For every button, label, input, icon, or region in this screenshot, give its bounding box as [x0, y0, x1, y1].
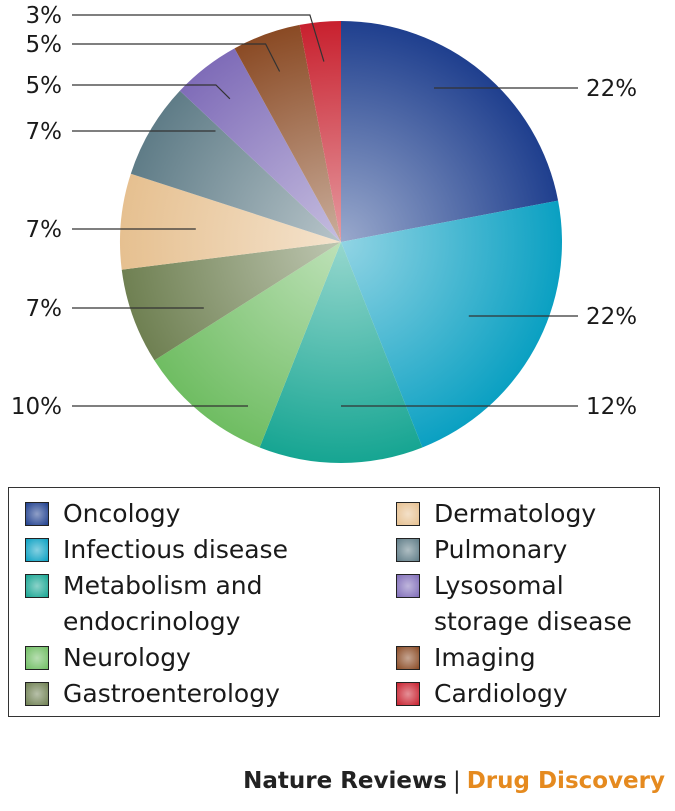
legend-item-metabolism: Metabolism and endocrinology [23, 568, 383, 640]
legend-swatch-imaging [396, 646, 420, 670]
legend-label-gastroenterology: Gastroenterology [63, 679, 280, 708]
legend-swatch-oncology [25, 502, 49, 526]
legend-label-dermatology: Dermatology [434, 499, 597, 528]
legend-label-imaging: Imaging [434, 643, 536, 672]
legend-swatch-dermatology [396, 502, 420, 526]
pie-slice-metabolism-and-endocrinology [259, 242, 423, 464]
legend-item-cardiology: Cardiology [394, 676, 659, 712]
legend: Oncology Infectious disease Metabolism a… [8, 487, 660, 717]
pie-slice-imaging [234, 24, 341, 242]
pie-slice-pulmonary [130, 90, 341, 242]
legend-item-oncology: Oncology [23, 496, 383, 532]
legend-swatch-infectious-disease [25, 538, 49, 562]
legend-label-lysosomal-line1: Lysosomal [434, 571, 564, 600]
footer-separator: | [452, 768, 461, 794]
legend-label-cardiology: Cardiology [434, 679, 568, 708]
pct-label-cardiology: 3% [26, 3, 63, 29]
callout-line-imaging [72, 43, 281, 72]
legend-label-metabolism-line2: endocrinology [63, 607, 241, 636]
pct-label-metabolism-and-endocrinology: 12% [586, 394, 637, 420]
pct-label-imaging: 5% [26, 32, 63, 58]
pie-slice-neurology [154, 242, 341, 448]
legend-column-right: Dermatology Pulmonary Lysosomal storage … [394, 496, 659, 712]
journal-footer: Nature Reviews | Drug Discovery [243, 768, 665, 794]
journal-section: Drug Discovery [466, 768, 665, 794]
legend-item-neurology: Neurology [23, 640, 383, 676]
legend-swatch-pulmonary [396, 538, 420, 562]
pie-slice-lysosomal-storage-disease [179, 48, 341, 243]
legend-label-oncology: Oncology [63, 499, 181, 528]
pie-slice-cardiology [299, 20, 341, 242]
legend-swatch-neurology [25, 646, 49, 670]
pct-label-gastroenterology: 7% [26, 296, 63, 322]
legend-item-dermatology: Dermatology [394, 496, 659, 532]
legend-label-lysosomal-line2: storage disease [434, 607, 632, 636]
pct-label-dermatology: 7% [26, 217, 63, 243]
legend-item-gastroenterology: Gastroenterology [23, 676, 383, 712]
pie-slice-oncology [341, 21, 559, 242]
legend-swatch-cardiology [396, 682, 420, 706]
legend-label-infectious-disease: Infectious disease [63, 535, 288, 564]
legend-item-infectious-disease: Infectious disease [23, 532, 383, 568]
pct-label-infectious-disease: 22% [586, 304, 637, 330]
journal-name: Nature Reviews [243, 768, 447, 794]
pct-label-lysosomal-storage-disease: 5% [26, 73, 63, 99]
pct-label-oncology: 22% [586, 76, 637, 102]
legend-item-lysosomal: Lysosomal storage disease [394, 568, 659, 640]
pie-chart: 22% 22% 12% 10% 7% 7% 7% 5% 5% 3% [11, 3, 637, 464]
legend-label-neurology: Neurology [63, 643, 191, 672]
legend-label-metabolism-line1: Metabolism and [63, 571, 263, 600]
legend-label-pulmonary: Pulmonary [434, 535, 568, 564]
pct-label-pulmonary: 7% [26, 119, 63, 145]
legend-item-imaging: Imaging [394, 640, 659, 676]
legend-swatch-lysosomal [396, 574, 420, 598]
legend-column-left: Oncology Infectious disease Metabolism a… [23, 496, 383, 712]
callout-line-lysosomal-storage-disease [72, 84, 231, 100]
legend-swatch-metabolism [25, 574, 49, 598]
legend-item-pulmonary: Pulmonary [394, 532, 659, 568]
legend-swatch-gastroenterology [25, 682, 49, 706]
pie-slice-gastroenterology [121, 242, 342, 361]
pct-label-neurology: 10% [11, 394, 62, 420]
pie-slice-infectious-disease [341, 200, 563, 448]
pie-slice-dermatology [119, 173, 342, 270]
callout-line-cardiology [72, 14, 325, 62]
